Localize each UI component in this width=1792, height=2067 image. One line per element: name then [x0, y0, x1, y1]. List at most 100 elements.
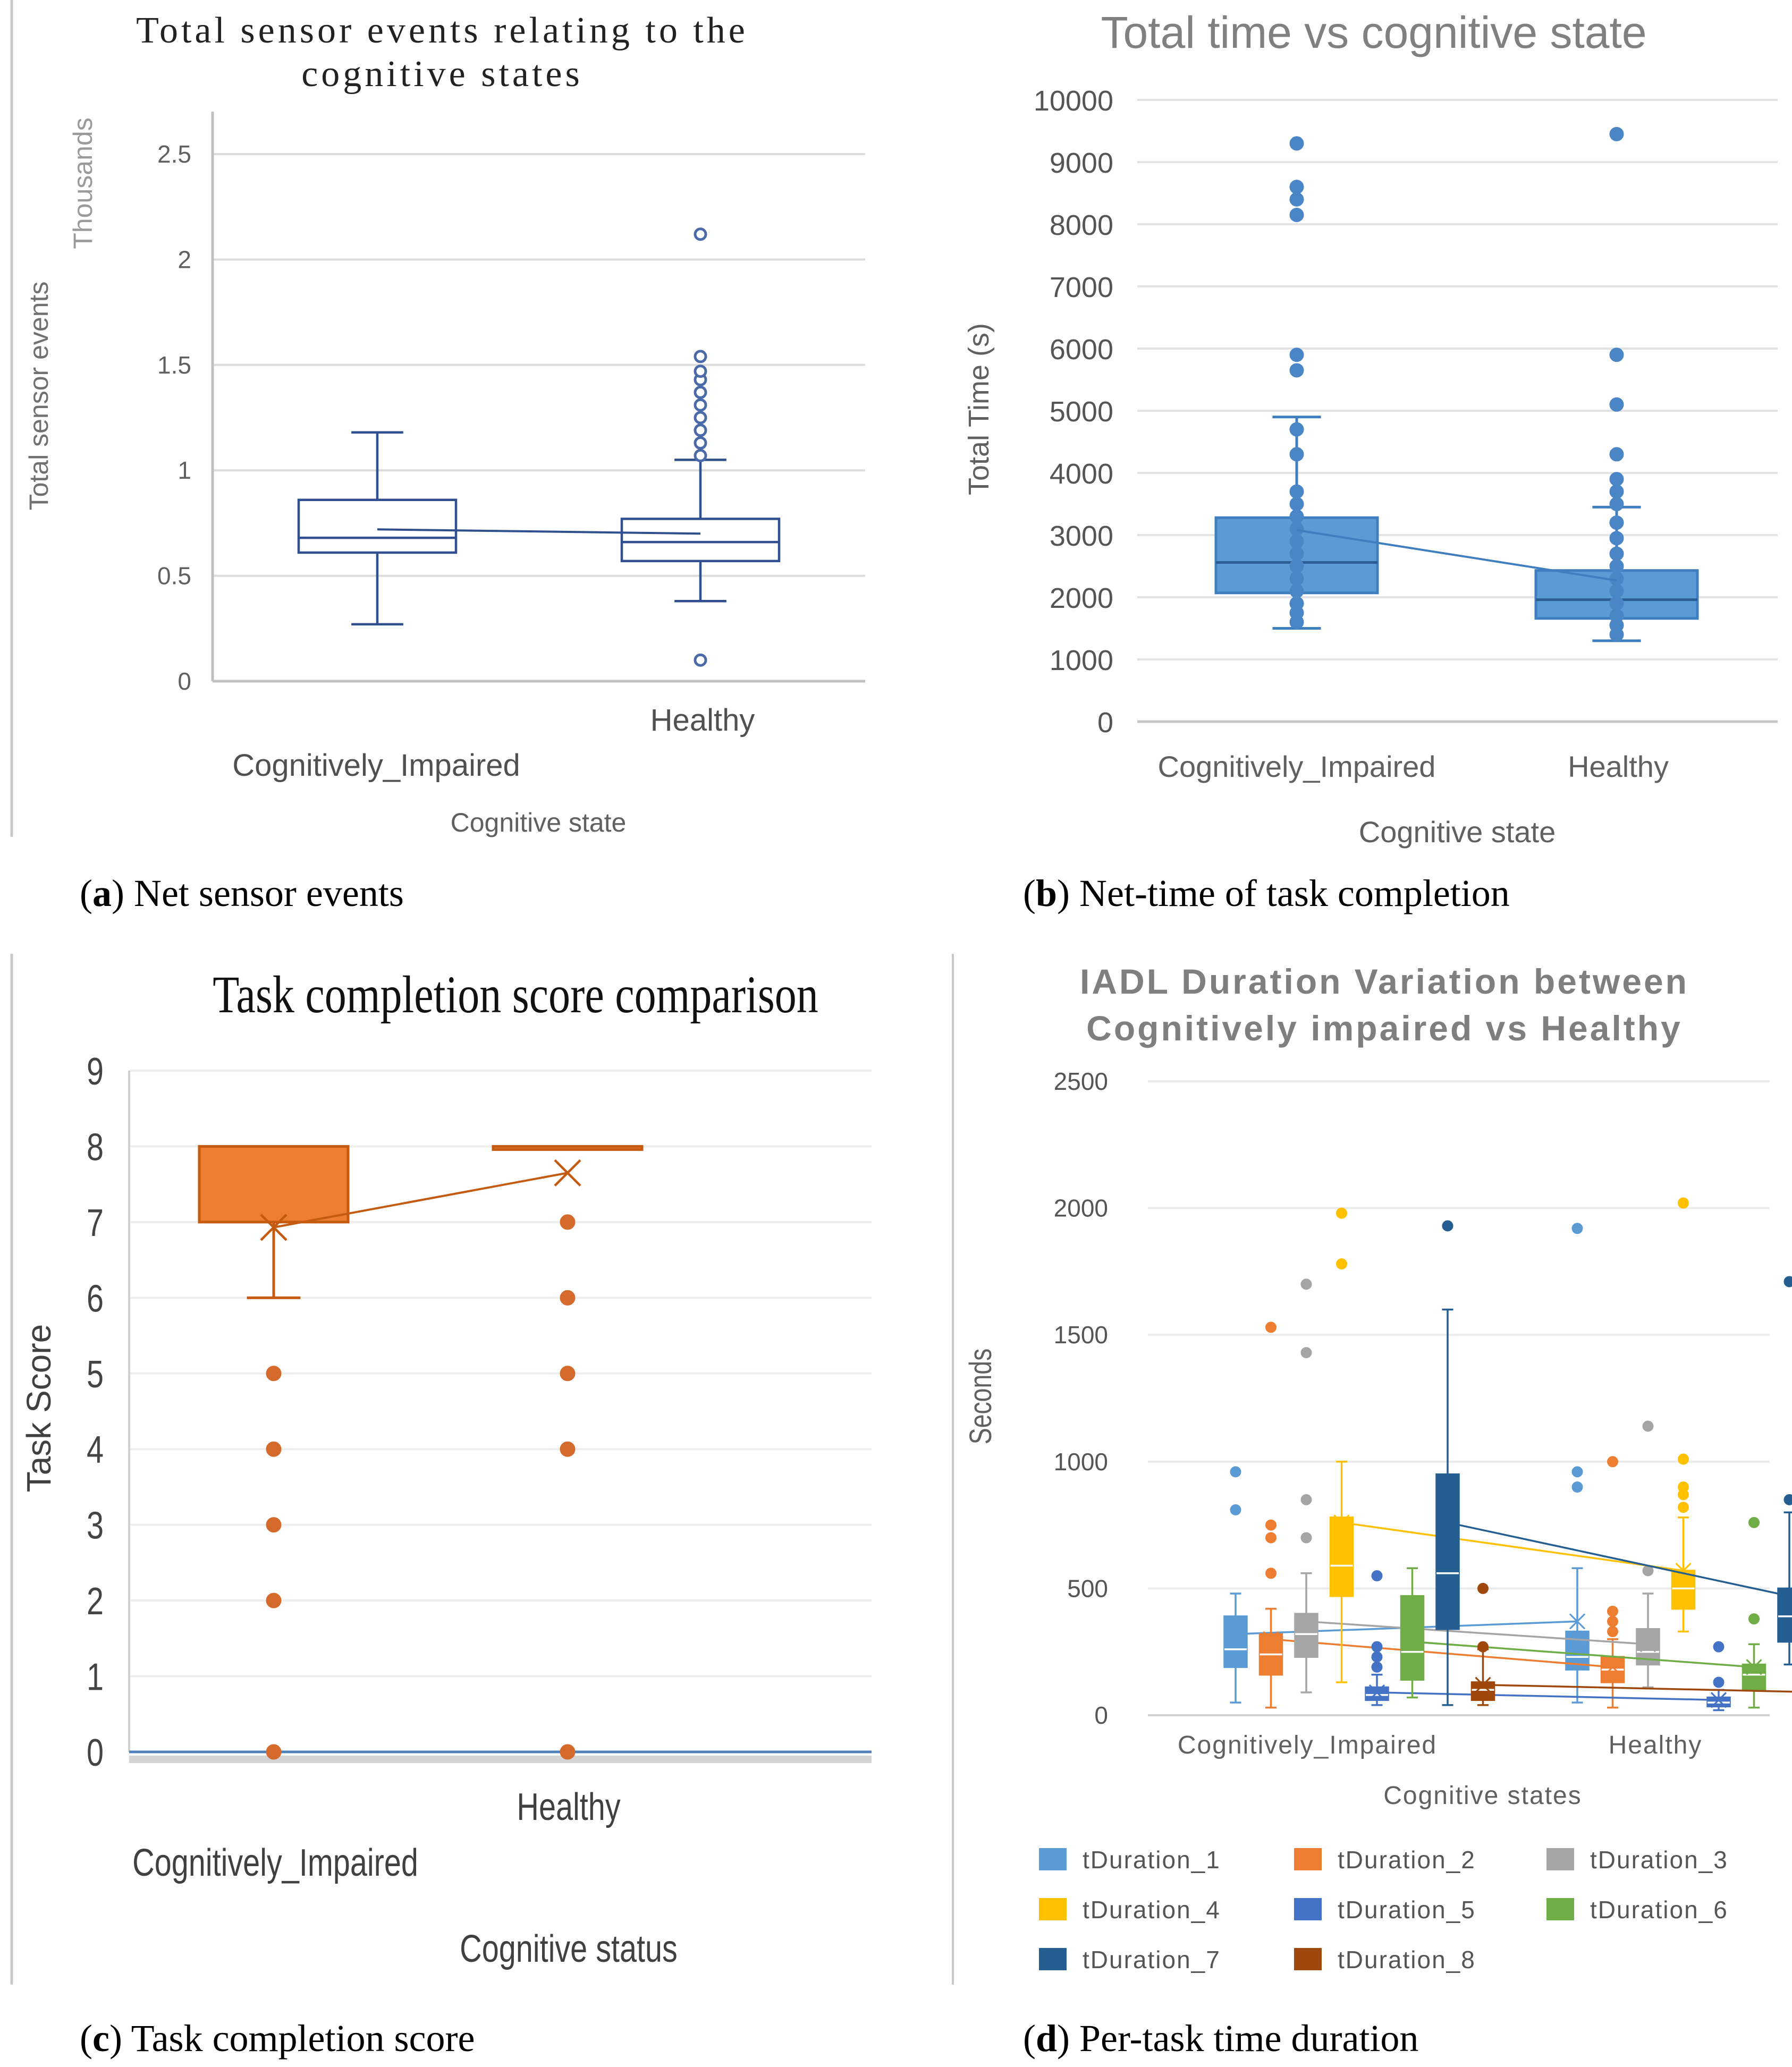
d-tDuration_3-h-outlier	[1642, 1420, 1654, 1432]
b-box-1-outlier	[1609, 546, 1624, 561]
d-ytick-label: 1000	[1054, 1448, 1108, 1476]
d-tDuration_1-h-outlier	[1571, 1466, 1583, 1478]
d-tDuration_4-h-outlier	[1678, 1502, 1689, 1513]
b-box-1-outlier	[1609, 497, 1624, 511]
legend-label-tDuration_1: tDuration_1	[1083, 1846, 1221, 1874]
d-ytick-label: 0	[1094, 1701, 1108, 1729]
panel-d-x-axis-title: Cognitive states	[1383, 1782, 1582, 1810]
d-tDuration_4-h-mean-marker	[1675, 1562, 1692, 1579]
panel-c-title: Task completion score comparison	[213, 965, 818, 1023]
b-box-0-outlier	[1289, 422, 1304, 437]
c-box-1-outlier	[560, 1744, 576, 1760]
caption-c-letter: c	[92, 2017, 109, 2060]
legend-swatch-tDuration_1	[1039, 1848, 1067, 1870]
d-tDuration_7-mean-line	[1447, 1521, 1790, 1597]
b-ytick-label: 10000	[1034, 85, 1113, 117]
d-tDuration_4-h-box	[1671, 1570, 1696, 1610]
b-box-0-outlier	[1289, 546, 1304, 561]
panel-c-chart: Task completion score comparison Task Sc…	[20, 965, 872, 1970]
a-box-1-outlier	[694, 448, 707, 462]
panel-a-chart: Total sensor events relating to the cogn…	[24, 10, 865, 837]
a-ytick-label: 1	[177, 456, 191, 484]
d-tDuration_2-ci-outlier	[1265, 1568, 1277, 1579]
c-ytick-label: 4	[87, 1428, 104, 1471]
legend-swatch-tDuration_6	[1546, 1898, 1574, 1920]
b-box-0-outlier	[1289, 509, 1304, 524]
c-ytick-label: 3	[87, 1504, 104, 1547]
a-box-1-outlier	[694, 423, 707, 437]
c-box-1-outlier	[560, 1441, 576, 1457]
panel-d-title-line1: IADL Duration Variation between	[1080, 962, 1689, 1001]
d-tDuration_7-ci-outlier	[1442, 1220, 1453, 1232]
a-box-1-outlier	[694, 365, 707, 378]
panel-d-legend: tDuration_1 tDuration_2 tDuration_3 tDurati…	[1039, 1846, 1727, 1973]
panel-d-y-axis-label: Seconds	[963, 1349, 998, 1445]
caption-b-text: Net-time of task completion	[1079, 872, 1510, 914]
caption-c-text: Task completion score	[131, 2017, 475, 2060]
d-tDuration_5-h-mean-marker	[1710, 1692, 1727, 1708]
b-box-1-outlier	[1609, 583, 1624, 598]
panel-c-x-axis-title: Cognitive status	[460, 1927, 678, 1970]
panel-d-x-label-healthy: Healthy	[1609, 1731, 1703, 1759]
d-tDuration_5-mean-line	[1376, 1691, 1719, 1701]
b-box-0-outlier	[1289, 136, 1304, 151]
d-tDuration_4-ci-box	[1329, 1517, 1354, 1597]
c-mean-line	[273, 1172, 568, 1229]
d-tDuration_4-ci-outlier	[1336, 1258, 1347, 1270]
c-ytick-label: 5	[87, 1353, 104, 1396]
b-box-0-outlier	[1289, 596, 1304, 611]
d-tDuration_3-h-outlier	[1642, 1565, 1654, 1577]
b-box-0-outlier	[1289, 180, 1304, 194]
d-tDuration_8-ci-outlier	[1477, 1641, 1489, 1653]
caption-d: (d) Per-task time duration	[1023, 2017, 1419, 2060]
d-tDuration_4-h-outlier	[1678, 1481, 1689, 1493]
legend-label-tDuration_8: tDuration_8	[1338, 1946, 1476, 1973]
b-box-0-outlier	[1289, 207, 1304, 222]
d-tDuration_3-ci-outlier	[1300, 1532, 1312, 1544]
legend-swatch-tDuration_7	[1039, 1948, 1067, 1970]
panel-c-x-label-healthy: Healthy	[517, 1785, 621, 1828]
a-ytick-label: 0.5	[157, 562, 191, 590]
d-tDuration_4-ci-outlier	[1336, 1207, 1347, 1219]
d-tDuration_3-ci-outlier	[1300, 1347, 1312, 1359]
c-box-1-box	[492, 1145, 644, 1151]
d-tDuration_7-ci-box	[1435, 1473, 1460, 1630]
caption-b: (b) Net-time of task completion	[1023, 872, 1510, 914]
d-tDuration_5-ci-mean-marker	[1368, 1684, 1385, 1701]
b-box-1-outlier	[1609, 608, 1624, 623]
panel-c-x-label-impaired: Cognitively_Impaired	[132, 1841, 418, 1884]
c-box-0-outlier	[266, 1592, 282, 1608]
d-tDuration_2-ci-outlier	[1265, 1532, 1277, 1544]
a-box-1-outlier	[694, 411, 707, 425]
d-tDuration_5-ci-outlier	[1371, 1570, 1383, 1582]
caption-d-text: Per-task time duration	[1079, 2017, 1419, 2060]
b-box-1-outlier	[1609, 397, 1624, 412]
c-box-0-outlier	[266, 1517, 282, 1533]
c-box-1-outlier	[560, 1290, 576, 1306]
caption-d-letter: d	[1035, 2017, 1058, 2060]
b-box-1-outlier	[1609, 559, 1624, 573]
panel-c-y-axis-label: Task Score	[20, 1324, 58, 1493]
b-box-1-outlier	[1609, 472, 1624, 487]
b-box-0-outlier	[1289, 497, 1304, 511]
b-ytick-label: 1000	[1050, 645, 1113, 676]
b-ytick-label: 7000	[1050, 272, 1113, 303]
panel-a-x-label-healthy: Healthy	[650, 703, 755, 738]
b-box-0-outlier	[1289, 348, 1304, 362]
panel-b-x-label-healthy: Healthy	[1568, 750, 1669, 783]
d-tDuration_2-h-outlier	[1607, 1605, 1618, 1617]
legend-swatch-tDuration_8	[1294, 1948, 1322, 1970]
d-tDuration_4-h-outlier	[1678, 1453, 1689, 1465]
legend-swatch-tDuration_4	[1039, 1898, 1067, 1920]
d-tDuration_7-h-outlier	[1783, 1494, 1792, 1505]
b-box-0-outlier	[1289, 447, 1304, 462]
d-tDuration_3-ci-outlier	[1300, 1494, 1312, 1505]
legend-swatch-tDuration_3	[1546, 1848, 1574, 1870]
d-tDuration_3-mean-line	[1306, 1620, 1649, 1646]
d-ytick-label: 1500	[1054, 1321, 1108, 1349]
d-tDuration_1-h-outlier	[1571, 1223, 1583, 1234]
d-ytick-label: 2000	[1054, 1195, 1108, 1222]
panel-a-title-line1: Total sensor events relating to the	[136, 10, 748, 51]
caption-a-letter: a	[92, 872, 112, 914]
